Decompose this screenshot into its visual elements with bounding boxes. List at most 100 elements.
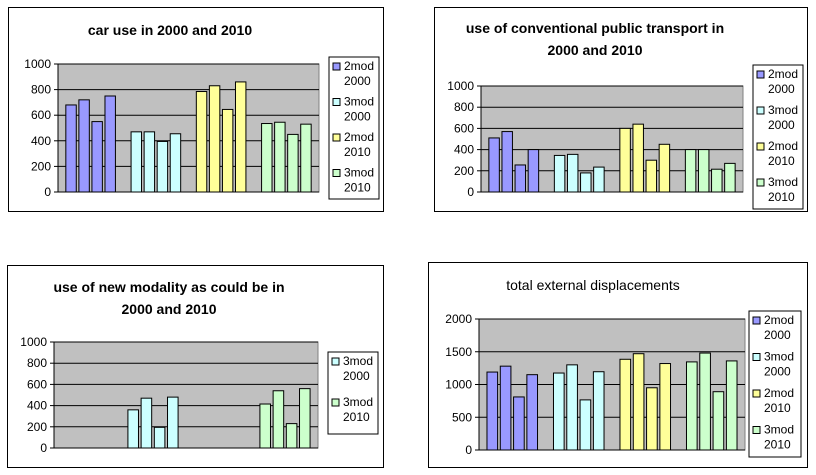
bar-3mod-2000 [552, 372, 565, 451]
bar-3mod-2010 [711, 168, 723, 193]
y-tick-label: 1000 [447, 79, 474, 93]
bar-3mod-2000 [140, 397, 153, 449]
legend-swatch [752, 389, 761, 398]
legend-label: 3mod [344, 166, 374, 180]
bar-3mod-2010 [261, 123, 273, 193]
y-tick-label: 400 [31, 134, 51, 148]
legend-label: 2mod [768, 67, 798, 81]
legend-label: 2000 [764, 365, 791, 379]
bar-3mod-2010 [272, 390, 285, 449]
bar-3mod-2010 [274, 121, 286, 193]
bar-3mod-2010 [725, 360, 738, 451]
bar-3mod-2010 [299, 388, 311, 449]
y-tick-label: 1000 [24, 57, 51, 71]
y-tick-label: 800 [454, 100, 474, 114]
y-tick-label: 400 [27, 399, 47, 413]
bar-2mod-2010 [195, 91, 208, 193]
bar-2mod-2000 [514, 164, 527, 193]
chart-new-modality: use of new modality as could be in 2000 a… [20, 279, 379, 455]
bar-3mod-2010 [684, 149, 697, 193]
legend-label: 2010 [764, 438, 791, 452]
bar-3mod-2000 [169, 133, 182, 193]
y-tick-label: 400 [454, 143, 474, 157]
bar-2mod-2000 [488, 137, 500, 193]
legend-label: 2000 [768, 118, 795, 132]
bar-3mod-2010 [287, 133, 299, 193]
chart-title-line: total external displacements [506, 277, 680, 293]
y-tick-label: 1000 [20, 335, 47, 349]
bar-2mod-2000 [527, 149, 540, 193]
bar-3mod-2000 [593, 166, 605, 193]
legend-label: 3mod [768, 103, 798, 117]
chart-title-line: car use in 2000 and 2010 [88, 22, 252, 38]
bar-3mod-2010 [300, 123, 312, 193]
y-tick-label: 200 [27, 420, 47, 434]
bar-2mod-2000 [501, 131, 513, 193]
y-tick-label: 1500 [445, 345, 472, 359]
chart-total-displacements: total external displacements 0 500 1000 1500… [445, 277, 802, 458]
y-tick-label: 500 [452, 410, 472, 424]
legend-swatch [752, 353, 761, 361]
legend-label: 2000 [764, 328, 791, 342]
legend-swatch [331, 357, 340, 366]
chart-title-line: 2000 and 2010 [548, 42, 643, 58]
legend-swatch [332, 62, 341, 71]
legend-label: 2mod [768, 139, 798, 153]
legend-label: 3mod [764, 350, 794, 364]
legend-label: 2010 [344, 145, 371, 159]
y-tick-label: 0 [467, 185, 474, 199]
legend-label: 2000 [344, 74, 371, 88]
bar-2mod-2000 [526, 374, 539, 451]
bar-2mod-2000 [65, 104, 77, 193]
bar-3mod-2000 [130, 131, 143, 193]
chart-public-transport: use of conventional public transport in 2… [447, 20, 804, 210]
bar-3mod-2000 [153, 426, 166, 449]
bar-3mod-2010 [699, 352, 711, 451]
chart-panel-car-use: car use in 2000 and 2010 0 200 400 600 800 100… [8, 7, 384, 212]
y-tick-label: 0 [465, 443, 472, 457]
bar-2mod-2010 [659, 363, 672, 451]
chart-car-use: car use in 2000 and 2010 0 200 400 600 800 100… [24, 22, 380, 200]
bar-3mod-2000 [592, 371, 605, 451]
bar-2mod-2010 [646, 387, 658, 451]
legend-swatch [752, 316, 761, 325]
legend-label: 3mod [764, 423, 794, 437]
y-tick-label: 600 [454, 121, 474, 135]
bar-3mod-2000 [127, 409, 139, 449]
bar-2mod-2010 [658, 143, 671, 193]
y-tick-label: 600 [31, 108, 51, 122]
bar-2mod-2010 [234, 81, 247, 193]
bar-2mod-2010 [619, 127, 631, 193]
bar-2mod-2010 [208, 85, 221, 193]
legend-label: 2000 [344, 110, 371, 124]
y-tick-label: 0 [40, 441, 47, 455]
legend-box [327, 351, 379, 435]
y-tick-label: 800 [27, 356, 47, 370]
legend-swatch [756, 106, 765, 115]
legend-label: 2mod [344, 130, 374, 144]
legend-label: 3mod [343, 354, 373, 368]
y-tick-label: 200 [31, 159, 51, 173]
legend-swatch [756, 178, 765, 187]
bar-2mod-2000 [513, 396, 525, 451]
y-tick-label: 600 [27, 377, 47, 391]
legend-label: 2mod [764, 313, 794, 327]
legend-label: 3mod [343, 395, 373, 409]
legend-label: 2010 [764, 401, 791, 415]
bar-2mod-2000 [486, 371, 499, 451]
bar-3mod-2000 [579, 399, 592, 451]
chart-panel-public-transport: use of conventional public transport in 2… [434, 7, 808, 212]
legend-label: 2010 [768, 154, 795, 168]
bar-2mod-2000 [91, 121, 103, 193]
bar-3mod-2000 [580, 172, 592, 193]
bar-3mod-2000 [566, 153, 579, 193]
bar-2mod-2000 [499, 365, 512, 451]
legend-swatch [756, 142, 765, 151]
legend-label: 3mod [768, 175, 798, 189]
bar-3mod-2010 [259, 403, 271, 449]
y-tick-label: 200 [454, 164, 474, 178]
bar-2mod-2010 [632, 353, 645, 451]
bar-3mod-2000 [167, 396, 179, 449]
chart-panel-total-displacements: total external displacements 0 500 1000 1500… [428, 262, 808, 468]
y-tick-label: 0 [44, 185, 51, 199]
